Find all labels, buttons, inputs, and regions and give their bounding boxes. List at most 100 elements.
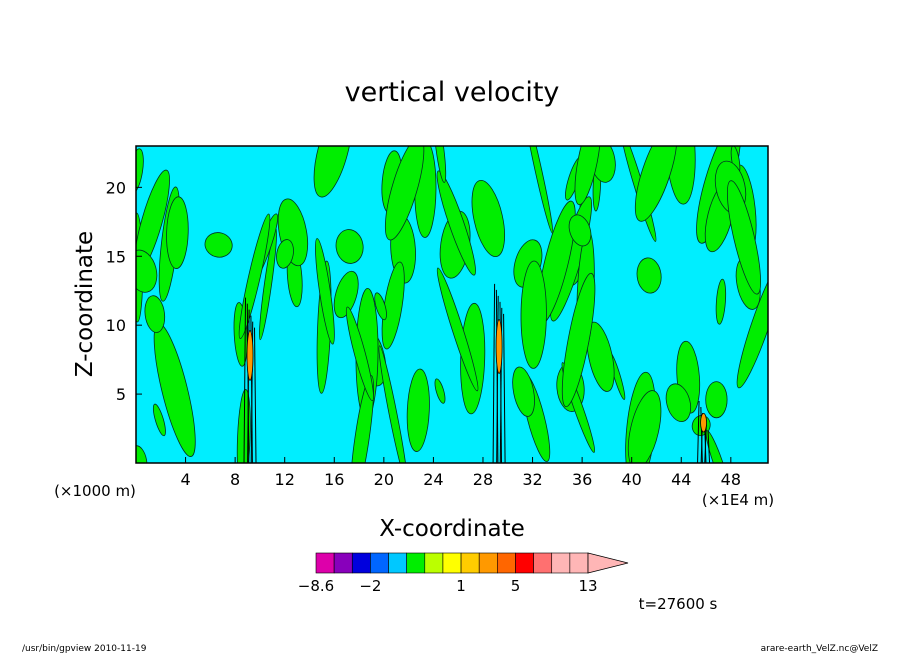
contour-blob	[665, 383, 692, 422]
x-tick-label: 48	[721, 470, 741, 489]
contour-blob	[574, 146, 602, 206]
contour-blob	[144, 295, 166, 333]
colorbar-cell	[370, 552, 389, 574]
x-tick-label: 24	[423, 470, 443, 489]
colorbar-cell	[460, 552, 480, 574]
contour-blob	[568, 214, 592, 247]
contour-blob	[520, 260, 547, 369]
updraft-line	[707, 430, 711, 463]
contour-blob	[727, 180, 761, 295]
x-unit-left: (×1000 m)	[54, 482, 136, 500]
contour-blob	[374, 292, 387, 321]
x-tick-label: 28	[473, 470, 493, 489]
colorbar-label: 1	[456, 577, 466, 595]
contour-blob	[335, 229, 364, 264]
updraft-line	[503, 313, 506, 463]
updraft-line	[254, 327, 257, 463]
colorbar-label: −2	[359, 577, 381, 595]
contour-blob	[406, 368, 430, 452]
colorbar-cell	[406, 552, 426, 574]
y-axis-label: Z-coordinate	[72, 231, 98, 377]
y-tick-label: 5	[116, 385, 126, 404]
colorbar-arrow	[587, 552, 629, 574]
colorbar-label: −8.6	[298, 577, 334, 595]
contour-blob	[434, 378, 446, 404]
contour-blob	[136, 445, 148, 463]
colorbar-cell	[497, 552, 516, 574]
x-axis-label: X-coordinate	[379, 516, 525, 542]
plot-area	[135, 145, 769, 464]
contour-blob	[736, 259, 768, 389]
updraft-line	[492, 283, 496, 463]
footer-right: arare-earth_VelZ.nc@VelZ	[761, 644, 878, 654]
contour-blob	[313, 146, 353, 198]
y-tick-label: 15	[106, 247, 126, 266]
contour-blob	[204, 232, 233, 258]
contour-blob	[471, 179, 506, 258]
colorbar	[315, 552, 629, 574]
colorbar-cell	[478, 552, 498, 574]
colorbar-cell	[333, 552, 353, 574]
contour-blob	[152, 403, 166, 437]
colorbar-label: 5	[511, 577, 521, 595]
contour-blob	[636, 257, 662, 294]
footer-left: /usr/bin/gpview 2010-11-19	[22, 644, 147, 654]
colorbar-cell	[424, 552, 444, 574]
colorbar-cell	[569, 552, 589, 574]
updraft-line	[697, 400, 700, 463]
x-tick-label: 16	[324, 470, 344, 489]
updraft-line	[243, 297, 247, 463]
contour-blob	[436, 170, 476, 276]
contour-blob	[627, 390, 662, 463]
updraft-core	[246, 330, 254, 381]
x-tick-label: 44	[671, 470, 691, 489]
contour-blob	[460, 302, 486, 415]
contour-blob	[561, 272, 596, 408]
contour-blob	[384, 146, 425, 241]
x-unit-right: (×1E4 m)	[702, 491, 774, 509]
contour-blob	[238, 213, 271, 340]
updraft-features	[243, 283, 711, 463]
contour-blob	[315, 238, 335, 345]
contour-blob	[378, 345, 408, 463]
updraft-line	[704, 424, 707, 463]
contour-field	[136, 146, 768, 463]
contour-blob	[634, 146, 678, 222]
contour-blob	[436, 267, 479, 392]
colorbar-cell	[351, 552, 371, 574]
colorbar-label: 13	[578, 577, 597, 595]
updraft-core	[700, 412, 707, 433]
colorbar-cell	[551, 552, 571, 574]
x-tick-label: 36	[572, 470, 592, 489]
contour-blob	[586, 321, 615, 392]
contour-blob	[512, 366, 535, 417]
contour-blob	[350, 375, 374, 463]
x-axis-ticks: 4 8 12 16 20 24 28 32 36 40 44 48	[180, 457, 741, 489]
contour-blob	[333, 270, 359, 319]
contour-blob	[715, 278, 727, 325]
x-tick-label: 4	[180, 470, 190, 489]
colorbar-labels: −8.6 −2 1 5 13	[298, 577, 598, 595]
y-axis-ticks: 5 10 15 20	[106, 178, 142, 404]
colorbar-cell	[515, 552, 534, 574]
chart-title: vertical velocity	[345, 77, 560, 108]
x-tick-label: 20	[374, 470, 394, 489]
y-tick-label: 20	[106, 178, 126, 197]
contour-blob	[345, 306, 374, 401]
x-tick-label: 8	[230, 470, 240, 489]
y-tick-label: 10	[106, 316, 126, 335]
time-label: t=27600 s	[639, 595, 718, 613]
contour-blob	[705, 381, 728, 419]
x-tick-label: 12	[275, 470, 295, 489]
updraft-core	[495, 319, 503, 374]
contour-blob	[433, 146, 447, 183]
contour-blob	[166, 196, 189, 269]
contour-blob	[276, 239, 294, 269]
colorbar-cell	[442, 552, 462, 574]
x-tick-label: 40	[622, 470, 642, 489]
plot-frame	[135, 145, 769, 464]
x-tick-label: 32	[522, 470, 542, 489]
colorbar-cell	[533, 552, 553, 574]
colorbar-cell	[388, 552, 407, 574]
